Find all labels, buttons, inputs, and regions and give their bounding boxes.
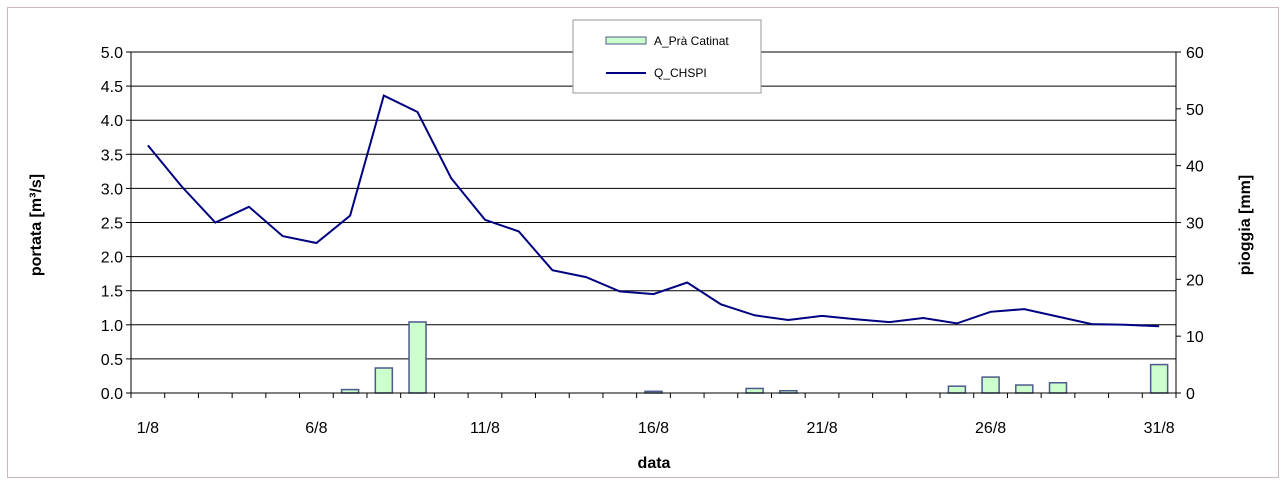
rain-bar [1015,384,1034,394]
y-left-tick-label: 3.0 [101,181,123,198]
y-right-tick-label: 20 [1186,272,1204,289]
rain-bar [374,367,394,394]
y-right-tick-label: 60 [1186,45,1204,62]
y-axis-left-title: portata [m³/s] [28,174,45,276]
y-left-tick-label: 0.0 [101,386,123,403]
x-tick-label: 31/8 [1144,420,1175,437]
discharge-line [147,94,1160,328]
x-tick-label: 21/8 [806,420,837,437]
axes [126,51,1181,398]
y-right-tick-label: 30 [1186,216,1204,233]
y-left-tick-label: 2.5 [101,216,123,233]
x-axis-title: data [638,455,671,472]
y-right-tick-label: 40 [1186,159,1204,176]
legend-bar-swatch [605,36,647,45]
x-tick-label: 6/8 [305,420,327,437]
rain-bar [340,388,360,394]
legend-box [572,19,762,94]
rain-bar [408,321,427,394]
rain-bar [981,376,1000,394]
y-right-tick-label: 10 [1186,329,1204,346]
rain-bar [1048,382,1068,394]
gridlines [131,51,1176,360]
y-left-tick-label: 4.0 [101,113,123,130]
y-left-tick-label: 1.0 [101,318,123,335]
line-series [147,94,1160,328]
legend: A_Prà Catinat Q_CHSPI [572,19,762,94]
y-axis-right-title: pioggia [mm] [1237,175,1254,275]
y-left-tick-label: 3.5 [101,147,123,164]
y-right-tick-label: 50 [1186,102,1204,119]
y-left-tick-label: 5.0 [101,45,123,62]
legend-line-label: Q_CHSPI [654,66,707,80]
y-left-tick-label: 2.0 [101,250,123,267]
x-tick-label: 26/8 [975,420,1006,437]
y-left-tick-label: 4.5 [101,79,123,96]
x-tick-label: 16/8 [638,420,669,437]
x-tick-label: 1/8 [137,420,159,437]
y-left-tick-label: 0.5 [101,352,123,369]
tick-labels: 0.0 0.5 1.0 1.5 2.0 2.5 3.0 3.5 4.0 4.5 5.0 0 10 20 30… [101,45,1204,437]
rain-bar [947,385,967,394]
rain-bar [745,387,764,394]
y-right-tick-label: 0 [1186,386,1195,403]
legend-bar-label: A_Prà Catinat [654,34,729,48]
y-left-tick-label: 1.5 [101,284,123,301]
rain-bar [1149,363,1169,394]
bar-series [340,321,1169,394]
x-tick-label: 11/8 [470,420,500,437]
